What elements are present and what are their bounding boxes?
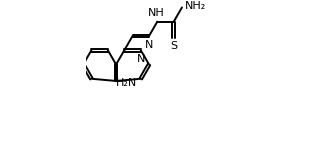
Text: N: N [145,40,154,50]
Text: S: S [170,41,178,51]
Text: N: N [137,54,146,64]
Text: NH: NH [148,8,165,18]
Text: H₂N: H₂N [116,78,137,88]
Text: NH₂: NH₂ [185,1,206,11]
